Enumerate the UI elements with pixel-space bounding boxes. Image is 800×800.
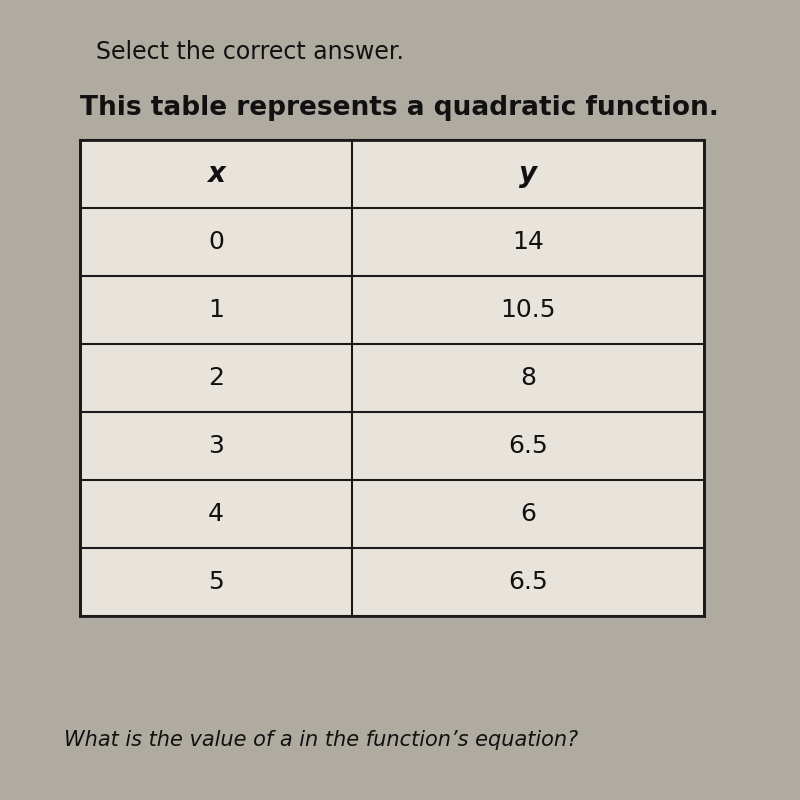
Text: 10.5: 10.5 [500, 298, 556, 322]
Text: 6.5: 6.5 [508, 434, 548, 458]
Text: This table represents a quadratic function.: This table represents a quadratic functi… [80, 95, 719, 121]
Text: 6.5: 6.5 [508, 570, 548, 594]
Text: 14: 14 [512, 230, 544, 254]
Text: 6: 6 [520, 502, 536, 526]
Text: 8: 8 [520, 366, 536, 390]
FancyBboxPatch shape [80, 140, 704, 616]
Text: 4: 4 [208, 502, 224, 526]
Text: What is the value of a in the function’s equation?: What is the value of a in the function’s… [64, 730, 578, 750]
Text: x: x [207, 160, 225, 188]
Text: 3: 3 [208, 434, 224, 458]
Text: 2: 2 [208, 366, 224, 390]
Text: 0: 0 [208, 230, 224, 254]
Text: 1: 1 [208, 298, 224, 322]
Text: y: y [519, 160, 537, 188]
Text: 5: 5 [208, 570, 224, 594]
Text: Select the correct answer.: Select the correct answer. [96, 40, 404, 64]
